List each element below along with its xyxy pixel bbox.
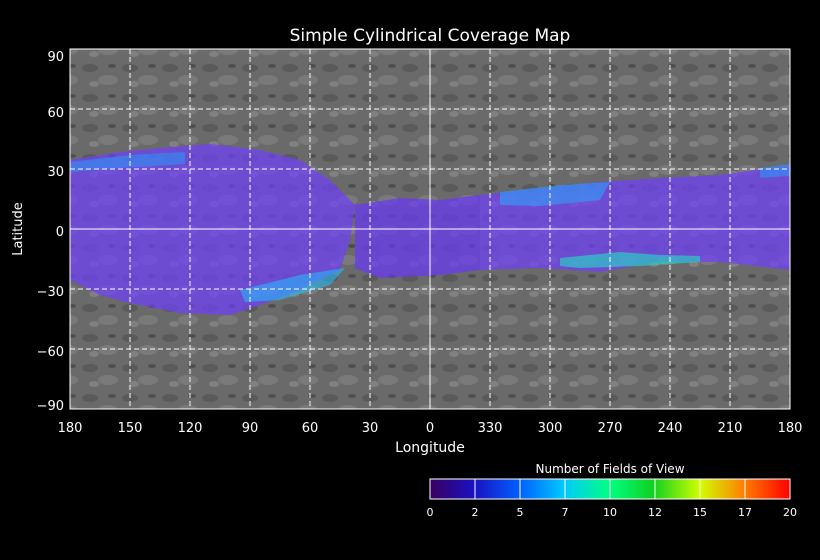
coverage-band-east-north <box>760 164 790 178</box>
y-tick-label: 30 <box>47 165 64 180</box>
y-tick-label: 0 <box>56 225 64 240</box>
colorbar-tick: 17 <box>738 506 752 519</box>
coverage-band-west <box>70 152 185 172</box>
y-tick-label: −30 <box>37 285 64 300</box>
colorbar-tick: 15 <box>693 506 707 519</box>
y-tick-label: −60 <box>37 345 64 360</box>
x-tick-label: 210 <box>718 421 743 436</box>
x-tick-label: 90 <box>242 421 259 436</box>
x-tick-label: 180 <box>58 421 83 436</box>
plot-frame <box>69 48 791 410</box>
y-axis: 90 60 30 0 −30 −60 −90 <box>37 50 64 414</box>
colorbar-tick: 10 <box>603 506 617 519</box>
x-tick-label: 240 <box>658 421 683 436</box>
coverage-hotspot-west <box>240 268 345 302</box>
x-tick-label: 270 <box>598 421 623 436</box>
x-tick-label: 330 <box>478 421 503 436</box>
colorbar-tick: 12 <box>648 506 662 519</box>
x-axis-label: Longitude <box>395 440 465 456</box>
x-tick-label: 60 <box>302 421 319 436</box>
coverage-region-middle <box>355 195 480 278</box>
x-tick-label: 180 <box>778 421 803 436</box>
y-tick-label: 90 <box>47 50 64 65</box>
x-tick-label: 120 <box>178 421 203 436</box>
y-tick-label: 60 <box>47 106 64 121</box>
colorbar-tick: 7 <box>562 506 569 519</box>
colorbar-tick: 5 <box>517 506 524 519</box>
y-axis-label: Latitude <box>11 202 26 256</box>
colorbar-tick: 20 <box>783 506 797 519</box>
coverage-band-east <box>500 182 610 206</box>
x-tick-label: 150 <box>118 421 143 436</box>
colorbar-title: Number of Fields of View <box>535 462 684 476</box>
x-tick-label: 30 <box>362 421 379 436</box>
colorbar-tick: 0 <box>427 506 434 519</box>
colorbar: Number of Fields of View 0 2 5 7 10 12 1… <box>427 462 798 519</box>
colorbar-tick: 2 <box>472 506 479 519</box>
grid-lines-major <box>70 49 790 409</box>
map-title: Simple Cylindrical Coverage Map <box>290 26 571 46</box>
coverage-hotspot-east <box>560 252 700 268</box>
x-axis: 180 150 120 90 60 30 0 330 300 270 240 2… <box>58 421 803 436</box>
y-tick-label: −90 <box>37 399 64 414</box>
x-tick-label: 0 <box>426 421 434 436</box>
x-tick-label: 300 <box>538 421 563 436</box>
